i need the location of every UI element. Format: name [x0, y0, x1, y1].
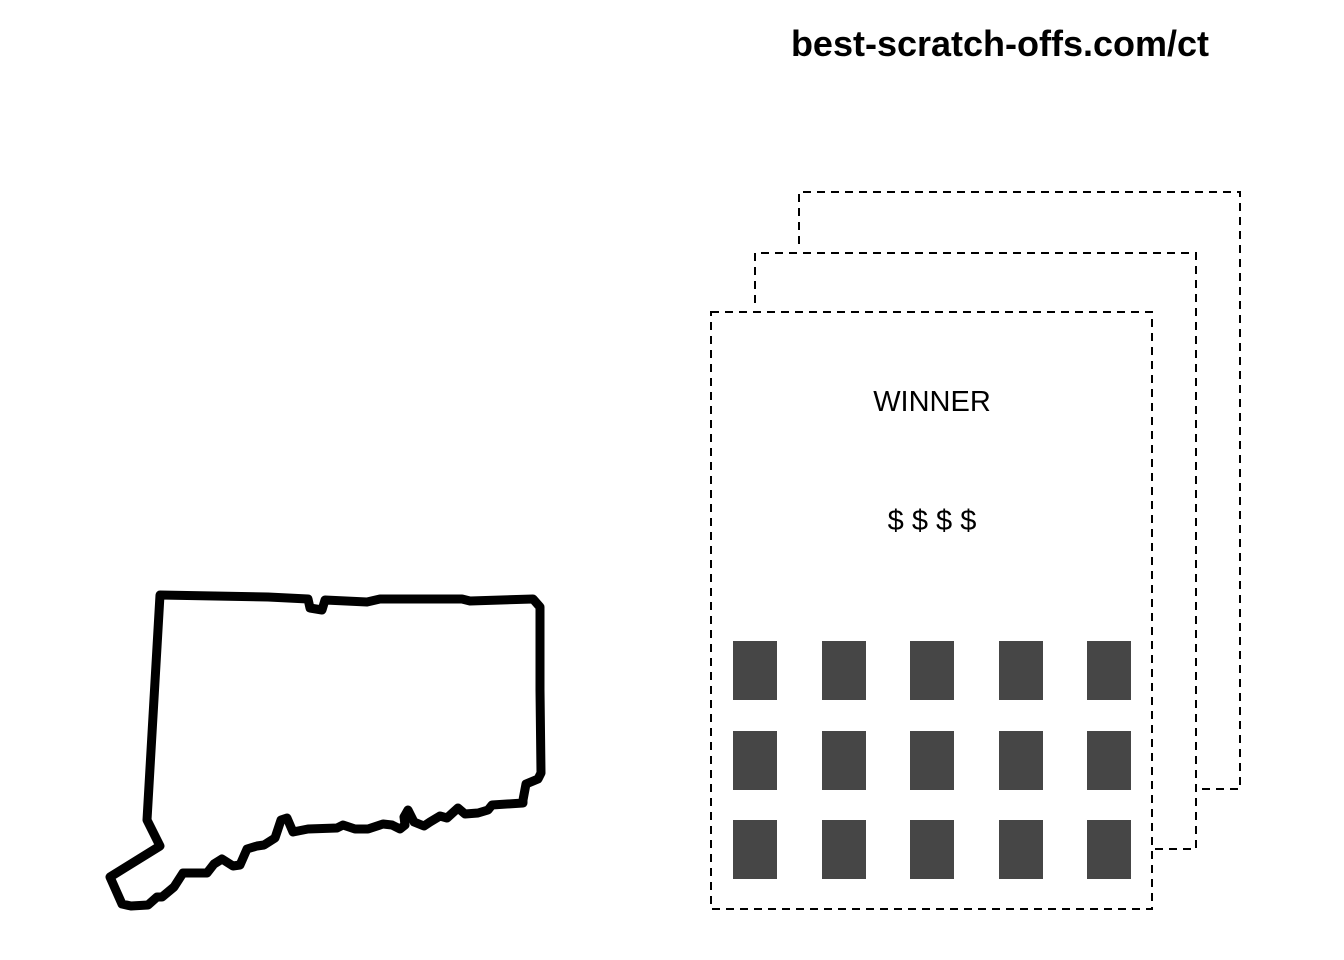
scratch-cell — [998, 730, 1043, 790]
scratch-cell — [1087, 730, 1131, 790]
scratch-cell — [821, 820, 866, 879]
scratch-cell — [733, 641, 777, 700]
scratch-cell — [998, 820, 1043, 879]
scratch-cell — [821, 641, 866, 700]
scratch-cell — [1087, 641, 1131, 700]
scratch-grid — [733, 641, 1131, 879]
ticket-headline: WINNER — [873, 386, 991, 418]
scratch-cell — [821, 730, 866, 790]
scratch-cell — [910, 641, 954, 700]
scratch-cell — [733, 820, 777, 879]
scratch-cell — [1087, 820, 1131, 879]
scratch-cell — [998, 641, 1043, 700]
state-border — [105, 590, 546, 911]
site-url: best-scratch-offs.com/ct — [790, 23, 1210, 64]
scratch-cell — [733, 730, 777, 790]
ticket-middle — [754, 252, 1197, 850]
ticket-prize: $ $ $ $ — [887, 505, 977, 537]
scratch-cell — [910, 730, 954, 790]
ticket-back — [798, 191, 1241, 790]
scratch-cell — [910, 820, 954, 879]
